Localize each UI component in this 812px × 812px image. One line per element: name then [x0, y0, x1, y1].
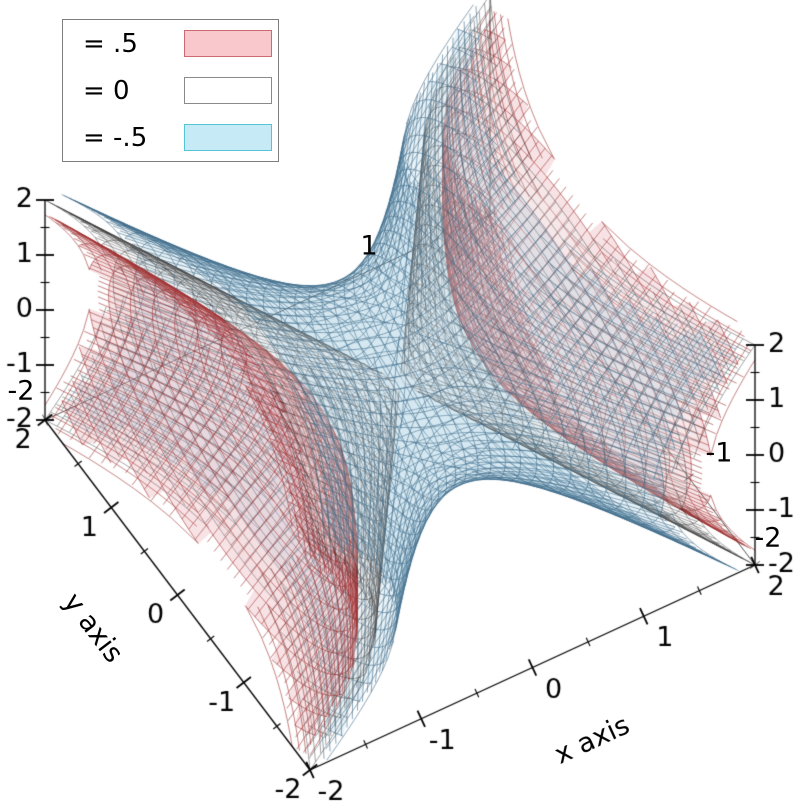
legend-row: = 0: [83, 77, 272, 104]
legend-label: = 0: [83, 75, 130, 106]
far-tick-label: -2: [7, 375, 35, 407]
legend-swatch-level-neg: [184, 124, 272, 151]
legend-label: = .5: [83, 28, 138, 59]
legend-label: = -.5: [83, 122, 148, 153]
legend-row: = -.5: [83, 124, 272, 151]
far-tick-label: 1: [360, 230, 378, 262]
far-tick-label: -2: [754, 522, 782, 554]
legend-swatch-level-zero: [184, 77, 272, 104]
legend-swatch-level-pos: [184, 30, 272, 57]
legend-row: = .5: [83, 30, 272, 57]
far-tick-label: -1: [705, 437, 733, 469]
legend: = .5 = 0 = -.5: [62, 19, 279, 162]
